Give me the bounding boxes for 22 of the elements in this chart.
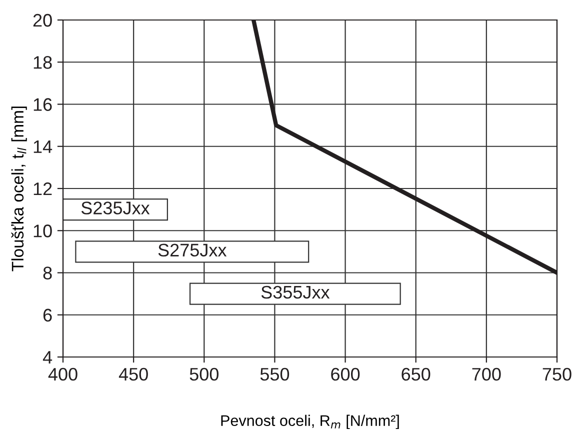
x-tick-label: 400 [48, 368, 78, 381]
y-tick-label: 20 [33, 14, 52, 27]
band-label: S275Jxx [158, 244, 227, 257]
x-tick-label: 550 [260, 368, 290, 381]
band-label: S235Jxx [81, 202, 150, 214]
y-tick-label: 16 [34, 98, 52, 111]
y-tick-label: 6 [43, 308, 52, 322]
band-label: S355Jxx [261, 286, 330, 299]
x-axis-title: Pevnost oceli, R$_{m}$ [N/mm²] [221, 414, 399, 430]
x-tick-label: 650 [402, 368, 430, 381]
x-tick-label: 750 [542, 368, 572, 381]
y-tick-label: 18 [34, 56, 52, 69]
x-tick-label: 700 [472, 368, 501, 381]
x-tick-label: 450 [118, 368, 148, 381]
y-tick-label: 8 [43, 266, 52, 280]
y-tick-label: 10 [34, 224, 52, 238]
y-tick-label: 14 [34, 140, 52, 153]
x-tick-label: 600 [331, 368, 360, 381]
y-tick-label: 12 [34, 182, 52, 196]
y-tick-label: 4 [42, 351, 52, 364]
y-axis-title: Tloušťka oceli, t$_{ll}$ [mm] [11, 106, 27, 272]
x-tick-label: 500 [190, 368, 218, 381]
